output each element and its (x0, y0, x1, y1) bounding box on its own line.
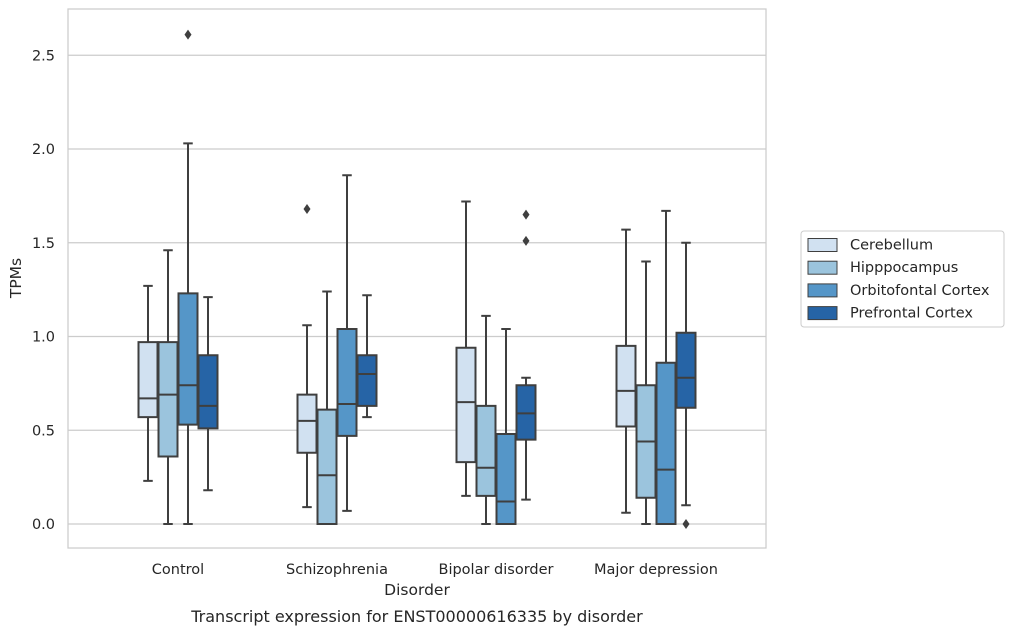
y-axis-title: TPMs (7, 258, 25, 299)
legend-item: Prefrontal Cortex (807, 306, 973, 322)
box-series (137, 29, 697, 529)
x-tick-label: Major depression (594, 562, 718, 578)
iqr-box (495, 433, 517, 525)
legend-swatch (807, 238, 838, 252)
box-plot (336, 174, 358, 512)
iqr-box (197, 354, 219, 430)
legend-swatch (807, 260, 838, 275)
legend-swatch (807, 306, 838, 321)
legend-item: Orbitofontal Cortex (807, 283, 990, 299)
y-tick-label: 1.5 (32, 236, 55, 252)
x-tick-label: Control (152, 562, 204, 578)
box-plot (655, 209, 677, 525)
iqr-box (655, 361, 677, 525)
legend-frame (800, 230, 1005, 328)
box-plot (356, 294, 378, 419)
iqr-box (137, 341, 159, 419)
outlier-point (522, 209, 530, 220)
box-plot (475, 314, 497, 525)
series-hipppocampus (157, 249, 657, 525)
legend-label: Cerebellum (850, 238, 933, 254)
plot-area-frame (67, 8, 767, 549)
x-axis-ticks: Control Schizophrenia Bipolar disorder Majo… (152, 562, 718, 578)
box-plot (316, 290, 338, 525)
iqr-box (157, 341, 179, 458)
y-tick-label: 0.5 (32, 423, 55, 439)
outlier-point (682, 519, 690, 529)
legend-label: Prefrontal Cortex (850, 306, 973, 322)
outlier-point (522, 235, 530, 246)
x-axis-title: Disorder (384, 581, 450, 599)
x-tick-label: Schizophrenia (286, 562, 388, 578)
box-plot (675, 241, 697, 529)
box-plot (515, 209, 537, 501)
iqr-box (316, 408, 338, 525)
legend: Cerebellum Hipppocampus Orbitofontal Corte… (800, 230, 1005, 328)
iqr-box (177, 292, 199, 426)
outlier-point (184, 29, 192, 40)
box-plot (495, 328, 517, 525)
iqr-box (475, 404, 497, 497)
legend-swatch (807, 283, 838, 298)
box-plot (635, 260, 657, 525)
x-tick-label: Bipolar disorder (439, 562, 554, 578)
y-tick-label: 2.0 (32, 142, 55, 158)
legend-label: Hipppocampus (850, 260, 958, 276)
iqr-box (675, 331, 697, 409)
chart-caption: Transcript expression for ENST0000061633… (190, 607, 643, 626)
legend-item: Cerebellum (807, 238, 933, 254)
box-plot (137, 284, 159, 482)
box-plot (157, 249, 179, 525)
box-plot (296, 204, 318, 509)
outlier-point (303, 204, 311, 214)
iqr-box (336, 328, 358, 437)
y-tick-label: 2.5 (32, 48, 55, 64)
legend-item: Hipppocampus (807, 260, 958, 276)
y-axis-ticks: 0.0 0.5 1.0 1.5 2.0 2.5 (32, 48, 55, 533)
iqr-box (296, 393, 318, 454)
y-tick-label: 0.0 (32, 517, 55, 533)
iqr-box (356, 354, 378, 407)
iqr-box (615, 344, 637, 428)
iqr-box (455, 346, 477, 464)
box-plot (615, 228, 637, 514)
legend-label: Orbitofontal Cortex (850, 283, 990, 299)
series-cerebellum (137, 200, 637, 514)
series-prefrontal-cortex (197, 209, 697, 529)
box-plot (177, 29, 199, 525)
box-plot (455, 200, 477, 497)
box-plot (197, 296, 219, 492)
series-orbitofontal-cortex (177, 29, 677, 525)
y-tick-label: 1.0 (32, 330, 55, 346)
